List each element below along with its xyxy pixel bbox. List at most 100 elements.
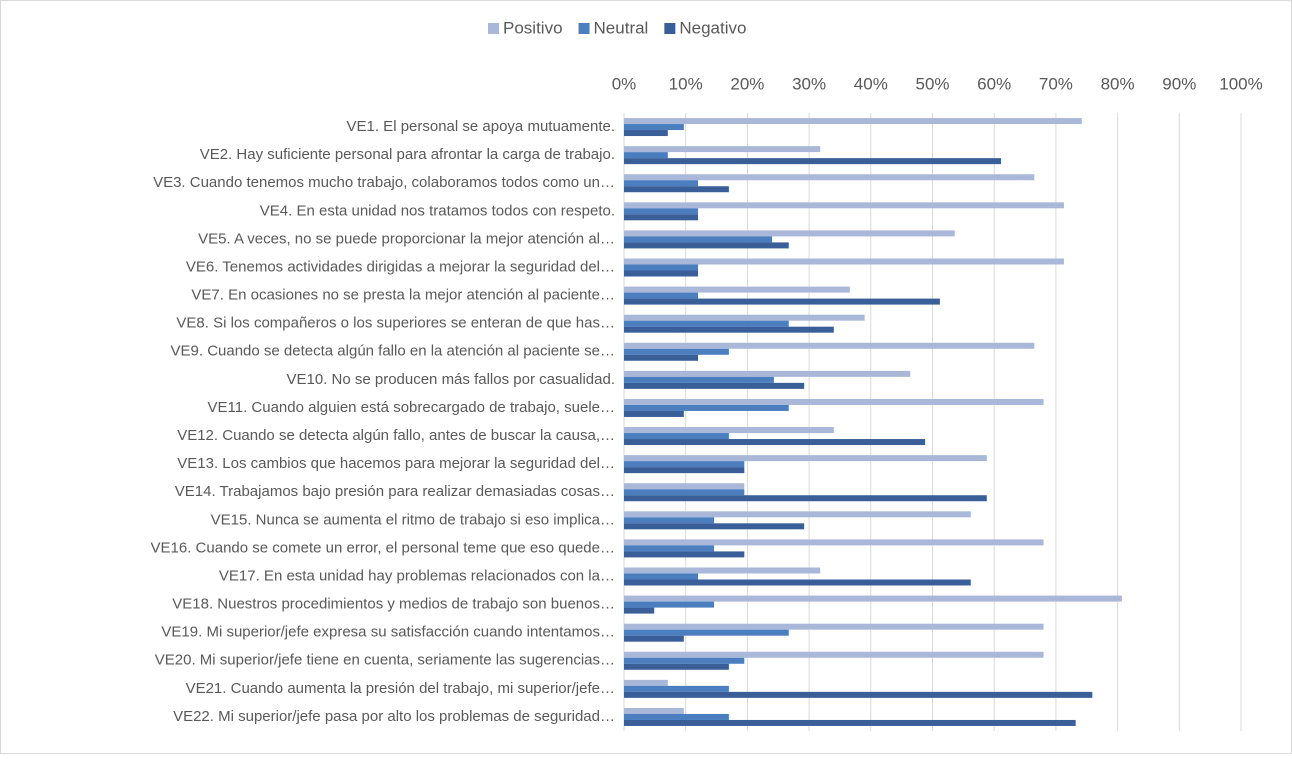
x-tick-label: 60% [977, 74, 1011, 93]
bar [624, 382, 805, 389]
bar [624, 376, 774, 383]
bar [624, 545, 715, 552]
bar [624, 539, 1044, 546]
legend-label: Negativo [679, 18, 746, 37]
bar [624, 118, 1082, 125]
y-tick-label: VE5. A veces, no se puede proporcionar l… [198, 230, 615, 247]
x-tick-label: 80% [1101, 74, 1135, 93]
bar [624, 679, 668, 686]
bar [624, 242, 789, 249]
y-tick-label: VE1. El personal se apoya mutuamente. [347, 118, 616, 135]
bar [624, 186, 729, 193]
bar [624, 467, 745, 474]
bar [624, 713, 729, 720]
bar [624, 551, 745, 558]
x-tick-label: 100% [1219, 74, 1262, 93]
bar [624, 691, 1093, 698]
y-tick-label: VE2. Hay suficiente personal para afront… [200, 146, 615, 163]
bar [624, 130, 668, 137]
y-tick-label: VE14. Trabajamos bajo presión para reali… [175, 483, 615, 500]
bar [624, 348, 729, 355]
y-tick-label: VE9. Cuando se detecta algún fallo en la… [171, 343, 615, 360]
bar [624, 567, 821, 574]
bar [624, 258, 1064, 265]
x-tick-label: 30% [792, 74, 826, 93]
y-tick-label: VE21. Cuando aumenta la presión del trab… [186, 680, 615, 697]
legend-label: Positivo [503, 18, 563, 37]
bar [624, 298, 940, 305]
y-tick-label: VE22. Mi superior/jefe pasa por alto los… [173, 708, 615, 725]
bar [624, 158, 1001, 165]
bar [624, 495, 987, 502]
bar [624, 320, 789, 327]
bar [624, 174, 1035, 181]
y-tick-label: VE17. En esta unidad hay problemas relac… [219, 567, 615, 584]
bar [624, 152, 668, 159]
y-tick-label: VE3. Cuando tenemos mucho trabajo, colab… [153, 174, 615, 191]
bar [624, 439, 926, 446]
y-tick-label: VE7. En ocasiones no se presta la mejor … [191, 287, 615, 304]
bar [624, 202, 1064, 209]
bar [624, 370, 911, 377]
bar [624, 517, 715, 524]
y-tick-label: VE13. Los cambios que hacemos para mejor… [177, 455, 615, 472]
y-tick-label: VE11. Cuando alguien está sobrecargado d… [208, 399, 616, 416]
bar [624, 180, 699, 187]
x-tick-label: 70% [1039, 74, 1073, 93]
y-tick-label: VE6. Tenemos actividades dirigidas a mej… [186, 258, 615, 275]
bar [624, 270, 699, 277]
bar [624, 523, 805, 530]
bar [624, 398, 1044, 405]
bar [624, 719, 1076, 726]
bar [624, 208, 699, 215]
bar [624, 342, 1035, 349]
bar [624, 629, 789, 636]
x-tick-label: 10% [669, 74, 703, 93]
bar [624, 607, 655, 614]
bar [624, 264, 699, 271]
bar [624, 657, 745, 664]
bar [624, 354, 699, 361]
bar [624, 404, 789, 411]
bar [624, 601, 715, 608]
bar [624, 124, 684, 131]
bar [624, 146, 821, 153]
y-tick-label: VE8. Si los compañeros o los superiores … [176, 315, 615, 332]
bar [624, 314, 865, 321]
legend-swatch [578, 23, 590, 34]
y-tick-label: VE18. Nuestros procedimientos y medios d… [172, 596, 615, 613]
bar [624, 286, 850, 293]
bar [624, 326, 834, 333]
y-tick-label: VE4. En esta unidad nos tratamos todos c… [260, 202, 615, 219]
x-tick-label: 40% [854, 74, 888, 93]
y-tick-label: VE10. No se producen más fallos por casu… [286, 371, 615, 388]
bar [624, 410, 684, 417]
y-tick-label: VE20. Mi superior/jefe tiene en cuenta, … [155, 652, 615, 669]
bar [624, 511, 971, 518]
bar [624, 663, 729, 670]
y-tick-label: VE12. Cuando se detecta algún fallo, ant… [177, 427, 615, 444]
bar [624, 455, 987, 462]
bar [624, 685, 729, 692]
bar [624, 635, 684, 642]
bar [624, 707, 684, 714]
bar [624, 595, 1122, 602]
bar [624, 489, 745, 496]
bar [624, 236, 773, 243]
bar [624, 623, 1044, 630]
x-tick-label: 20% [730, 74, 764, 93]
y-tick-label: VE15. Nunca se aumenta el ritmo de traba… [211, 511, 615, 528]
bar [624, 579, 971, 586]
bar [624, 292, 699, 299]
bar [624, 483, 745, 490]
bar [624, 461, 745, 468]
x-tick-label: 50% [915, 74, 949, 93]
bar [624, 427, 834, 434]
bar [624, 230, 955, 237]
y-tick-label: VE19. Mi superior/jefe expresa su satisf… [161, 624, 615, 641]
legend-swatch [488, 23, 499, 34]
bar [624, 651, 1044, 658]
y-tick-label: VE16. Cuando se comete un error, el pers… [151, 539, 615, 556]
bar [624, 214, 699, 221]
